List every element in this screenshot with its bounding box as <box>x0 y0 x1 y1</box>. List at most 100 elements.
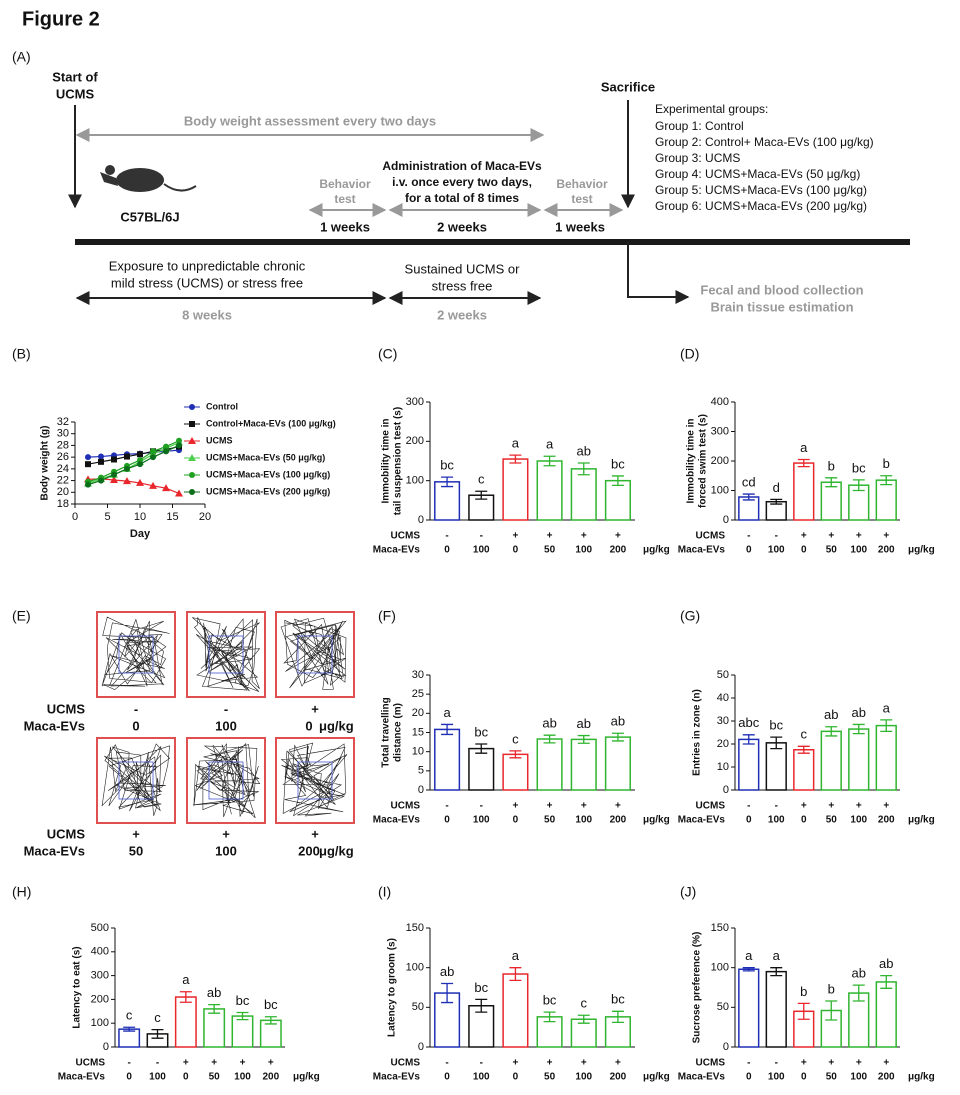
y-tick-label: 0 <box>418 784 424 796</box>
point <box>98 453 104 460</box>
y-tick-label: 50 <box>717 1001 729 1013</box>
y-axis-label: Latency to groom (s) <box>387 938 398 1037</box>
y-tick-label: 200 <box>91 993 109 1005</box>
y-tick-label: 32 <box>57 416 69 428</box>
error-bar <box>151 1028 164 1039</box>
y-tick-label: 0 <box>418 514 424 526</box>
group-label: 200 <box>610 1072 627 1083</box>
group-label: 0 <box>746 815 752 826</box>
group-label: + <box>512 801 518 812</box>
y-tick-label: 0 <box>723 784 729 796</box>
row-name: Maca-EVs <box>678 545 726 556</box>
unit: μg/kg <box>908 815 935 826</box>
y-tick-label: 0 <box>103 1041 109 1053</box>
point <box>110 475 118 483</box>
x-axis-label: Day <box>130 528 151 540</box>
error-bar <box>611 732 624 742</box>
start-label: UCMS <box>56 86 95 101</box>
significance-letter: a <box>546 437 554 452</box>
y-tick-label: 200 <box>711 455 729 467</box>
group-label: 0 <box>801 815 807 826</box>
group-label: 0 <box>183 1072 189 1083</box>
group-label: - <box>747 531 750 542</box>
group-label: + <box>801 531 807 542</box>
significance-letter: bc <box>264 997 278 1012</box>
group-label: 100 <box>575 1072 592 1083</box>
group-label: - <box>156 1058 159 1069</box>
significance-letter: c <box>154 1010 161 1025</box>
significance-letter: a <box>800 440 808 455</box>
unit: μg/kg <box>643 1072 670 1083</box>
row-name: UCMS <box>391 801 421 812</box>
bar <box>820 730 842 791</box>
legend-marker <box>189 421 195 427</box>
chart: (J) 0 50 100 150 Sucrose preference (%) a - 0 a - 1… <box>678 884 935 1083</box>
group-label: + <box>240 1058 246 1069</box>
duration: 8 weeks <box>182 307 232 322</box>
group-label: + <box>581 1058 587 1069</box>
group-label: 0 <box>444 815 450 826</box>
group-label: - <box>747 1058 750 1069</box>
figure-title: Figure 2 <box>22 8 100 30</box>
group-label: 100 <box>575 815 592 826</box>
group-label: 50 <box>544 545 556 556</box>
row-name: Maca-EVs <box>24 718 85 733</box>
bar <box>875 724 897 791</box>
group-label: 200 <box>262 1072 279 1083</box>
behavior-test: Behavior <box>556 177 608 191</box>
group-label: + <box>581 801 587 812</box>
error-bar <box>475 490 488 500</box>
error-bar <box>236 1011 249 1021</box>
row-name: Maca-EVs <box>58 1072 106 1083</box>
panel-label: (D) <box>680 346 699 362</box>
group-label: - <box>775 1058 778 1069</box>
center-zone <box>297 635 333 674</box>
y-tick-label: 18 <box>57 498 69 510</box>
group-label: + <box>581 531 587 542</box>
legend-label: Control <box>206 401 238 411</box>
significance-letter: c <box>512 731 519 746</box>
group-label: 100 <box>768 545 785 556</box>
track-trace <box>101 743 170 816</box>
behavior-test: test <box>334 192 355 206</box>
group-label: + <box>801 1058 807 1069</box>
y-tick-label: 100 <box>711 962 729 974</box>
group-label: 100 <box>149 1072 166 1083</box>
bar <box>604 736 631 791</box>
row-name: UCMS <box>696 801 726 812</box>
sustained-text: Sustained UCMS or <box>405 261 521 276</box>
row-name: UCMS <box>391 1058 421 1069</box>
group-label: + <box>547 531 553 542</box>
y-tick-label: 24 <box>57 463 69 475</box>
bar <box>570 738 597 791</box>
group-label: - <box>480 801 483 812</box>
y-axis-label: distance (m) <box>393 703 404 762</box>
y-tick-label: 100 <box>91 1017 109 1029</box>
y-tick-label: 100 <box>406 962 424 974</box>
center-zone <box>208 761 244 800</box>
group-label: 0 <box>746 1072 752 1083</box>
point <box>98 458 104 465</box>
group-label: 0 <box>746 545 752 556</box>
significance-letter: b <box>828 458 835 473</box>
significance-letter: ab <box>852 705 866 720</box>
group: Group 5: UCMS+Maca-EVs (100 μg/kg) <box>655 183 867 197</box>
group-label: 50 <box>209 1072 221 1083</box>
ucms-sign: - <box>134 701 138 716</box>
error-bar <box>797 745 810 754</box>
group-label: - <box>445 531 448 542</box>
center-zone <box>297 761 333 800</box>
point <box>111 456 117 463</box>
legend-marker <box>188 454 196 461</box>
significance-letter: ab <box>577 443 591 458</box>
y-tick-label: 20 <box>717 738 729 750</box>
significance-letter: b <box>883 456 890 471</box>
bar <box>765 970 787 1048</box>
bar <box>875 981 897 1048</box>
significance-letter: cd <box>742 474 756 489</box>
row-name: Maca-EVs <box>373 545 421 556</box>
significance-letter: bc <box>440 458 454 473</box>
significance-letter: a <box>745 948 753 963</box>
